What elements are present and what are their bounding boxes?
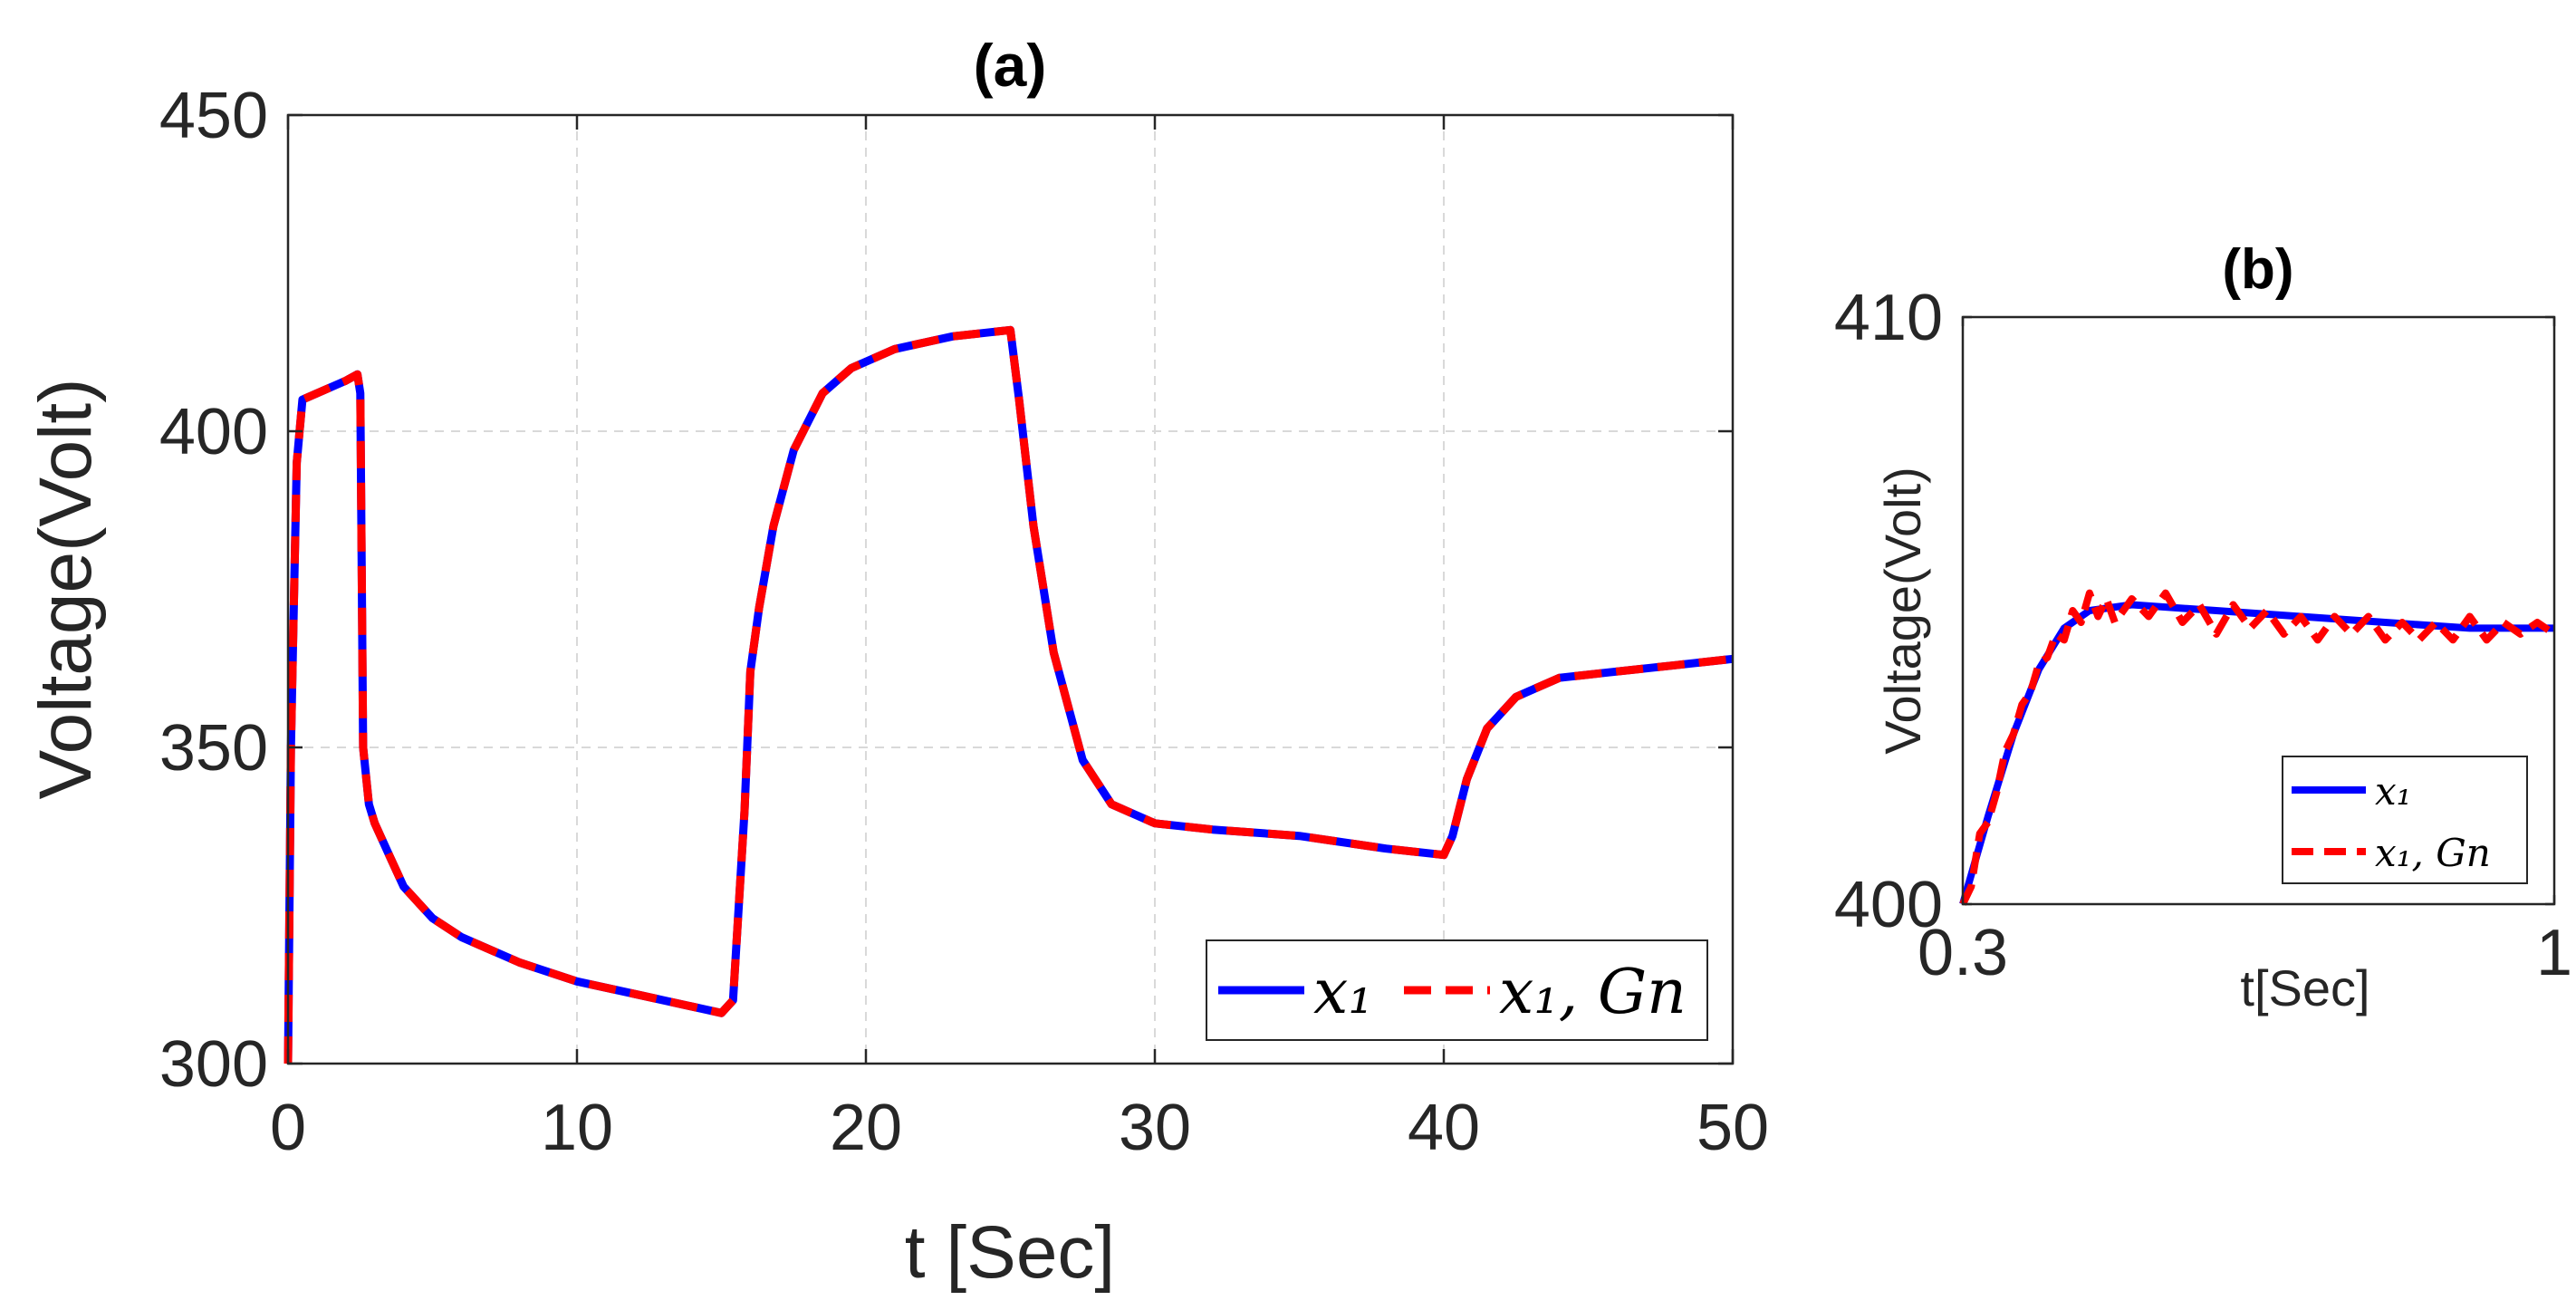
panel-a-axes-box [286, 113, 1735, 1065]
panel-b-series [1959, 589, 2557, 906]
panel-b-legend-label-x1-gn: x₁, Gn [2375, 831, 2491, 875]
panel-a: 0 10 20 30 40 50 300 350 400 450 (a) t [Sec] Volt… [24, 32, 1769, 1294]
panel-a-ytick-label: 300 [159, 1028, 268, 1101]
panel-b-axes-box [1961, 315, 2556, 906]
panel-a-grid [288, 115, 1733, 1064]
panel-a-legend-label-x1-gn: x₁, Gn [1499, 957, 1687, 1028]
panel-b-ylabel: Voltage(Volt) [1874, 467, 1931, 755]
panel-a-xtick-label: 10 [541, 1092, 613, 1164]
panel-b-series-x1-gn [1959, 589, 2557, 906]
panel-b-legend-label-x1: x₁ [2375, 769, 2412, 814]
panel-a-series [284, 325, 1734, 1064]
panel-a-legend-label-x1: x₁ [1313, 957, 1373, 1028]
panel-a-title: (a) [974, 32, 1047, 99]
panel-a-ytick-label: 400 [159, 396, 268, 468]
panel-b-xlabel: t[Sec] [2240, 959, 2369, 1016]
panel-a-xtick-label: 40 [1408, 1092, 1480, 1164]
panel-a-xtick-label: 20 [830, 1092, 902, 1164]
panel-a-plot-area [288, 115, 1733, 1064]
panel-b: 0.3 1 400 410 (b) t[Sec] Voltage(Volt) x₁ x… [1834, 238, 2572, 1016]
panel-b-legend: x₁ x₁, Gn [2282, 756, 2528, 884]
panel-b-xtick-label: 1 [2536, 917, 2572, 989]
panel-b-ytick-label: 410 [1834, 282, 1943, 354]
panel-b-title: (b) [2222, 238, 2293, 301]
panel-a-xtick-label: 0 [270, 1092, 306, 1164]
panel-b-xtick-label: 0.3 [1918, 917, 2008, 989]
panel-a-xlabel: t [Sec] [905, 1211, 1115, 1294]
panel-b-ticks: 0.3 1 400 410 [1834, 282, 2572, 989]
panel-a-ticks: 0 10 20 30 40 50 300 350 400 450 [159, 80, 1769, 1164]
panel-a-series-x1-gn [284, 325, 1734, 1064]
panel-a-legend: x₁ x₁, Gn [1206, 939, 1708, 1041]
panel-a-ylabel: Voltage(Volt) [24, 379, 107, 800]
panel-b-legend-box [2282, 756, 2528, 884]
panel-a-ytick-label: 350 [159, 712, 268, 785]
panel-a-ytick-label: 450 [159, 80, 268, 152]
panel-b-ytick-label: 400 [1834, 869, 1943, 941]
panel-a-xtick-label: 50 [1697, 1092, 1769, 1164]
panel-a-xtick-label: 30 [1119, 1092, 1191, 1164]
